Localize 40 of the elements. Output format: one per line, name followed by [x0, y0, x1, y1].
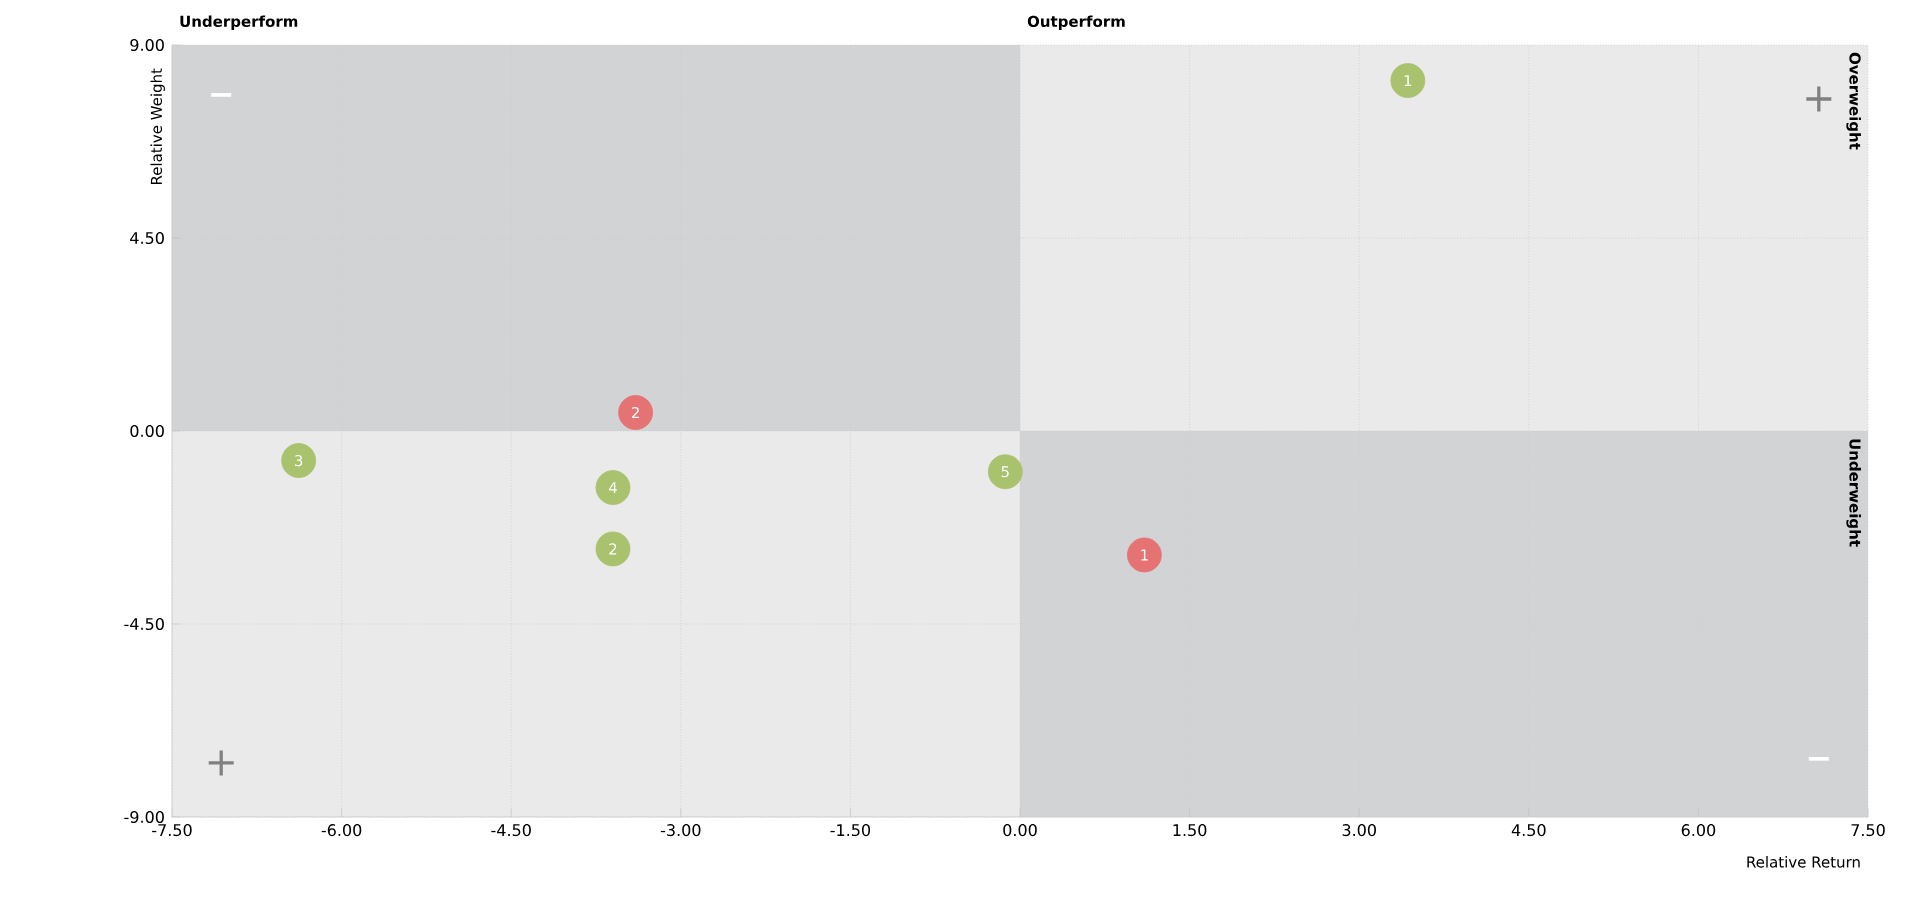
- annotation: Underweight: [1846, 439, 1861, 547]
- x-tick-label: -3.00: [660, 824, 701, 837]
- y-tick-label: -9.00: [124, 810, 164, 824]
- text: Underperform: [180, 15, 298, 30]
- annotation: 3: [295, 454, 303, 467]
- x-axis-title: Relative Return: [1747, 856, 1860, 868]
- point: [987, 454, 1023, 490]
- x-tick-label: -7.50: [152, 824, 192, 837]
- x-tick-label: -1.50: [830, 824, 871, 837]
- point: [281, 443, 317, 478]
- y-tick-label: -4.50: [124, 617, 164, 631]
- y-tick-label: 9.00: [130, 38, 164, 52]
- annotation: 5: [1001, 466, 1009, 478]
- y-tick-label: 4.50: [130, 231, 164, 245]
- annotation: 2: [609, 543, 617, 555]
- annotation: −: [1808, 756, 1829, 761]
- annotation: 1: [1141, 549, 1148, 561]
- x-tick-label: -4.50: [491, 824, 531, 837]
- x-tick-label: 0.00: [1003, 824, 1037, 837]
- y-axis-title: Relative Weight: [150, 68, 165, 185]
- x-tick-label: 6.00: [1681, 824, 1716, 837]
- annotation: 2: [631, 406, 639, 419]
- point: [618, 395, 653, 430]
- annotation: +: [1806, 86, 1832, 112]
- x-tick-label: 1.50: [1173, 824, 1207, 837]
- annotation: −: [211, 93, 232, 97]
- y-tick-label: 0.00: [130, 424, 164, 438]
- text: Outperform: [1027, 15, 1125, 30]
- point: [595, 470, 631, 505]
- annotation: 4: [608, 482, 617, 494]
- x-tick-label: 4.50: [1511, 824, 1546, 837]
- x-tick-label: 7.50: [1851, 824, 1885, 837]
- annotation: Overweight: [1846, 52, 1861, 150]
- point: [595, 531, 631, 567]
- point: [1390, 63, 1426, 98]
- annotation: 1: [1404, 75, 1412, 87]
- x-tick-label: 3.00: [1342, 824, 1376, 837]
- point: [1126, 537, 1162, 573]
- x-tick-label: -6.00: [321, 824, 362, 837]
- annotation: +: [208, 750, 234, 776]
